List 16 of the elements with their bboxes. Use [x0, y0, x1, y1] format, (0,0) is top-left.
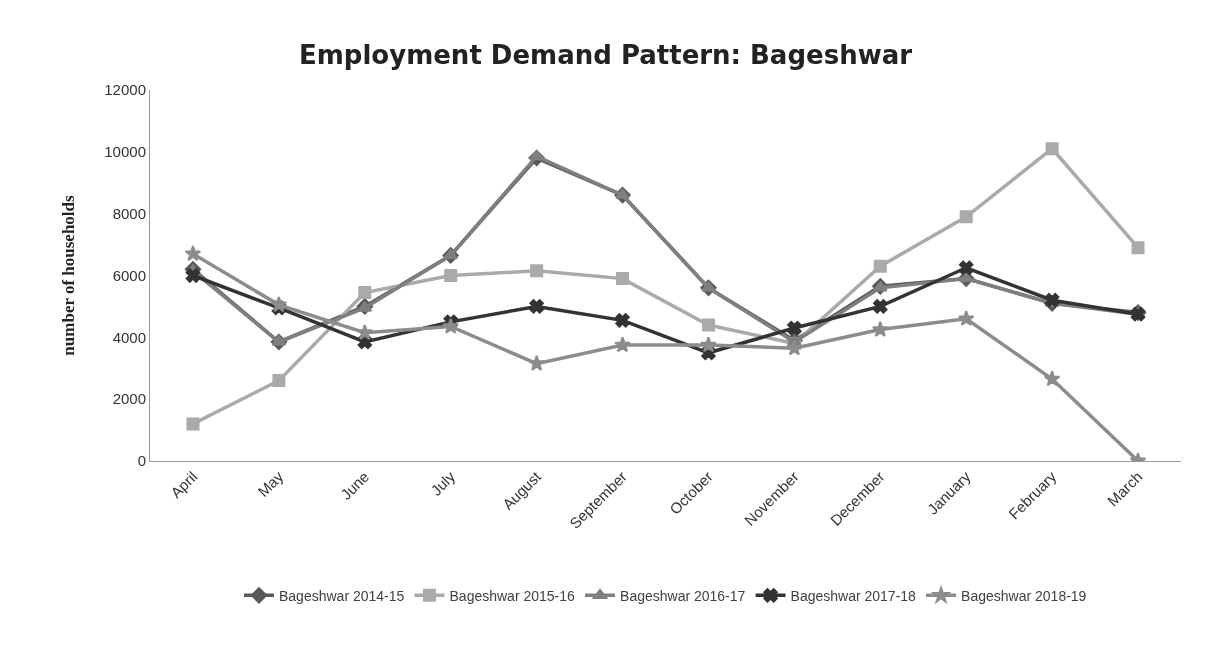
y-tick-label: 0 [137, 452, 146, 470]
y-tick-label: 2000 [112, 390, 146, 408]
y-tick-label: 12000 [104, 81, 146, 99]
legend-label: Bageshwar 2014-15 [279, 587, 405, 604]
legend-label: Bageshwar 2016-17 [620, 587, 746, 604]
y-tick-label: 6000 [112, 266, 146, 284]
chart-title: Employment Demand Pattern: Bageshwar [298, 40, 913, 71]
y-tick-label: 10000 [104, 143, 146, 161]
y-tick-label: 4000 [112, 328, 146, 346]
legend-label: Bageshwar 2018-19 [961, 587, 1087, 604]
y-axis-title: number of households [58, 194, 78, 356]
legend-label: Bageshwar 2017-18 [790, 587, 917, 604]
legend-label: Bageshwar 2015-16 [449, 587, 576, 604]
x-tick-label: July [427, 467, 459, 499]
y-tick-label: 8000 [112, 204, 146, 222]
x-tick-label: May [254, 467, 287, 500]
